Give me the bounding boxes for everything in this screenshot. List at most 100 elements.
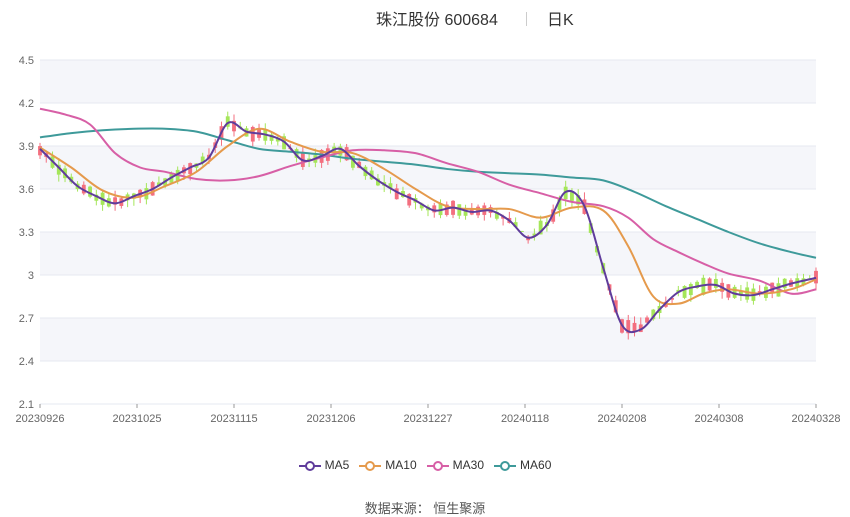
x-tick-label: 20231115 — [210, 413, 257, 425]
y-tick-label: 2.1 — [19, 399, 34, 411]
chart-title-bar: 珠江股份 600684 日K — [0, 4, 850, 30]
candle-body — [651, 309, 656, 320]
legend-swatch — [494, 460, 517, 471]
candle-body — [444, 204, 449, 215]
candle-body — [88, 186, 92, 197]
candle-body — [738, 290, 743, 296]
data-source: 数据来源： 恒生聚源 — [364, 501, 486, 516]
period-label[interactable]: 日K — [547, 12, 574, 29]
title-separator — [526, 12, 527, 26]
y-axis: 4.5 4.2 3.9 3.6 3.3 3 2.7 2.4 2.1 — [19, 55, 34, 411]
candle-body — [407, 193, 412, 206]
candle-body — [56, 164, 61, 175]
candle-body — [682, 286, 687, 298]
candle-body — [713, 278, 718, 288]
candle-body — [94, 194, 99, 201]
legend-label: MA10 — [385, 458, 417, 472]
candle-body — [156, 182, 161, 186]
candle-body — [695, 281, 700, 289]
candle-body — [494, 211, 499, 219]
candle-body — [200, 156, 205, 163]
x-tick-label: 20231206 — [307, 413, 356, 425]
candle-body — [782, 278, 787, 289]
moving-average-lines — [39, 107, 817, 334]
candle-body — [801, 278, 806, 286]
y-tick-label: 3.3 — [19, 227, 34, 239]
x-tick-label: 20240308 — [695, 413, 744, 425]
legend-label: MA60 — [520, 458, 552, 472]
candle-body — [670, 298, 674, 300]
y-tick-label: 4.5 — [19, 55, 34, 67]
candle-body — [770, 282, 775, 293]
candle-body — [275, 138, 280, 142]
grid-band — [40, 318, 816, 361]
candle-body — [532, 233, 537, 236]
candle-body — [814, 270, 818, 284]
x-axis: 20230926 20231025 20231115 20231206 20231227… — [16, 404, 841, 425]
candle-body — [232, 120, 236, 132]
ma-line-ma10 — [39, 127, 817, 306]
candle-body — [588, 223, 593, 233]
candle-body — [457, 204, 462, 216]
candle-body — [250, 126, 255, 142]
legend-label: MA5 — [324, 458, 350, 472]
x-tick-label: 20240118 — [501, 413, 549, 425]
candle-body — [632, 322, 637, 332]
x-tick-label: 20231227 — [404, 413, 453, 425]
ma-line-ma30 — [39, 107, 817, 295]
y-tick-label: 3 — [28, 270, 34, 282]
candle-body — [294, 149, 299, 158]
candle-body — [463, 207, 468, 216]
y-tick-label: 2.7 — [19, 313, 34, 325]
candle-body — [570, 192, 574, 201]
ma-line-ma60 — [39, 127, 817, 259]
grid-lines — [40, 59, 816, 405]
x-tick-label: 20231025 — [113, 413, 162, 425]
candle-body — [626, 320, 631, 334]
legend-swatch — [298, 460, 321, 471]
legend-item-ma10[interactable]: MA10 — [359, 458, 417, 472]
candle-body — [645, 317, 649, 323]
chart-title: 珠江股份 600684 — [376, 12, 498, 29]
candle-body — [38, 146, 42, 156]
candle-body — [557, 197, 562, 210]
candle-body — [513, 222, 518, 227]
legend-item-ma30[interactable]: MA30 — [426, 458, 485, 472]
x-tick-label: 20240328 — [792, 413, 841, 425]
y-tick-label: 2.4 — [19, 356, 34, 368]
candle-body — [613, 300, 618, 313]
candle-body — [113, 197, 118, 205]
candle-body — [501, 216, 506, 219]
y-tick-label: 4.2 — [19, 98, 34, 110]
legend: MA5 MA10 MA30 MA60 — [0, 458, 850, 478]
grid-band — [40, 60, 816, 103]
candle-body — [538, 220, 543, 235]
candle-body — [745, 287, 750, 300]
candle-body — [638, 324, 643, 333]
y-tick-label: 3.9 — [19, 141, 34, 153]
grid-band — [40, 232, 816, 275]
candle-body — [307, 158, 312, 161]
legend-label: MA30 — [452, 458, 485, 472]
candle-body — [732, 286, 737, 298]
legend-item-ma5[interactable]: MA5 — [298, 458, 350, 472]
candle-body — [432, 205, 437, 213]
candle-body — [350, 155, 355, 168]
candle-body — [269, 134, 274, 141]
x-tick-label: 20230926 — [16, 413, 65, 425]
ma-line-ma5 — [39, 121, 817, 334]
candle-body — [225, 116, 230, 127]
y-tick-label: 3.6 — [19, 184, 34, 196]
candle-body — [519, 230, 524, 232]
x-tick-label: 20240208 — [598, 413, 647, 425]
legend-swatch — [359, 460, 382, 471]
candle-body — [388, 183, 393, 189]
candle-body — [376, 178, 380, 186]
plot-background — [40, 60, 816, 361]
candle-body — [576, 195, 581, 205]
candle-body — [419, 203, 424, 209]
legend-swatch — [426, 460, 449, 471]
legend-item-ma60[interactable]: MA60 — [494, 458, 551, 472]
candle-body — [757, 291, 762, 294]
